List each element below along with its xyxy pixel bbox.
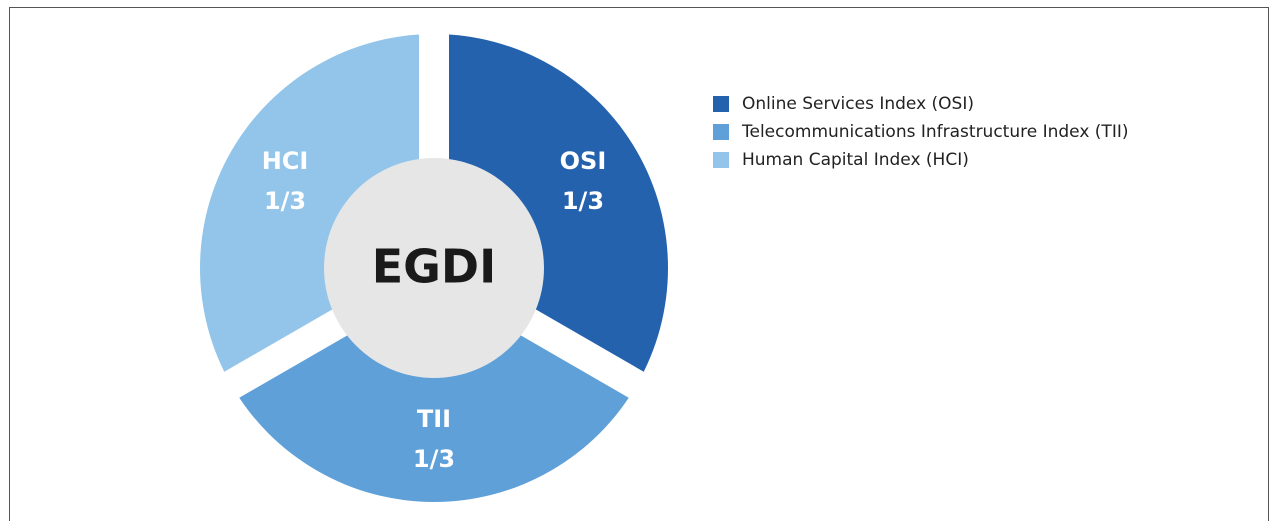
frame	[9, 7, 1269, 521]
legend-swatch	[713, 124, 729, 140]
legend-label: Human Capital Index (HCI)	[742, 150, 969, 170]
center-label: EGDI	[372, 240, 496, 294]
segment-value-label: 1/3	[264, 187, 306, 215]
segment-label: TII	[417, 405, 451, 433]
legend-label: Online Services Index (OSI)	[742, 94, 974, 114]
segment-value-label: 1/3	[413, 445, 455, 473]
segment-label: OSI	[560, 147, 607, 175]
legend-swatch	[713, 152, 729, 168]
legend-label: Telecommunications Infrastructure Index …	[741, 122, 1128, 142]
segment-value-label: 1/3	[562, 187, 604, 215]
segment-label: HCI	[262, 147, 309, 175]
center-circle	[324, 158, 544, 378]
legend-swatch	[713, 96, 729, 112]
